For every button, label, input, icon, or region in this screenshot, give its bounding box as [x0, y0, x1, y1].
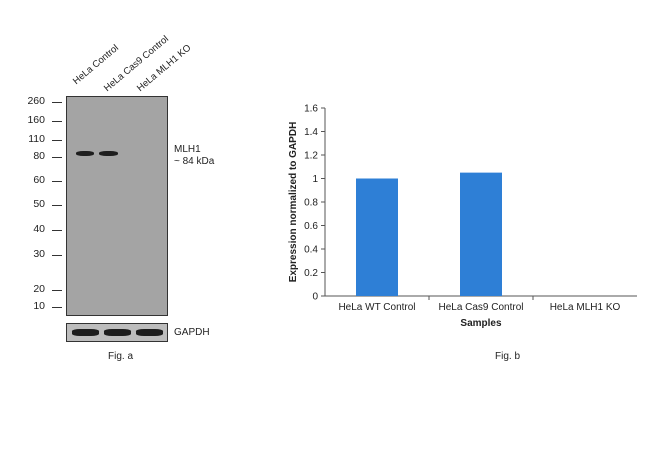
gapdh-band-lane-3 [136, 329, 163, 336]
x-tick-label: HeLa Cas9 Control [438, 302, 523, 313]
marker-40: 40 [33, 223, 45, 235]
gapdh-band-lane-2 [104, 329, 131, 336]
marker-tick-110 [52, 140, 62, 141]
marker-tick-20 [52, 290, 62, 291]
mlh1-band-lane-1 [76, 151, 94, 156]
y-tick-label: 0 [312, 292, 318, 303]
y-tick-label: 1.6 [304, 104, 318, 115]
target-size-label: ~ 84 kDa [174, 156, 215, 167]
marker-tick-50 [52, 205, 62, 206]
y-tick-label: 0.4 [304, 245, 318, 256]
marker-tick-30 [52, 255, 62, 256]
y-tick-label: 1.4 [304, 127, 318, 138]
y-tick-label: 0.6 [304, 221, 318, 232]
fig-b-caption: Fig. b [495, 351, 521, 362]
target-name-label: MLH1 [174, 144, 201, 155]
marker-tick-80 [52, 157, 62, 158]
bar-2 [460, 172, 502, 296]
marker-60: 60 [33, 174, 45, 186]
fig-a-caption: Fig. a [108, 351, 134, 362]
gapdh-label: GAPDH [174, 327, 210, 338]
y-tick-label: 0.8 [304, 198, 318, 209]
marker-tick-60 [52, 181, 62, 182]
x-axis-title: Samples [460, 318, 502, 329]
y-tick-label: 0.2 [304, 268, 318, 279]
marker-20: 20 [33, 283, 45, 295]
bar-1 [356, 178, 398, 296]
y-tick-label: 1.2 [304, 151, 318, 162]
y-axis-title: Expression normalized to GAPDH [288, 122, 299, 283]
gapdh-band-lane-1 [72, 329, 99, 336]
x-tick-label: HeLa MLH1 KO [550, 302, 621, 313]
marker-tick-160 [52, 121, 62, 122]
mlh1-band-lane-2 [99, 151, 118, 156]
marker-110: 110 [28, 133, 45, 145]
marker-tick-260 [52, 102, 62, 103]
x-tick-label: HeLa WT Control [338, 302, 415, 313]
marker-tick-10 [52, 307, 62, 308]
marker-50: 50 [33, 198, 45, 210]
y-tick-label: 1 [312, 174, 318, 185]
marker-30: 30 [33, 248, 45, 260]
marker-160: 160 [27, 114, 45, 126]
marker-10: 10 [33, 300, 45, 312]
marker-80: 80 [33, 150, 45, 162]
marker-260: 260 [27, 95, 45, 107]
blot-membrane [66, 96, 168, 316]
marker-tick-40 [52, 230, 62, 231]
